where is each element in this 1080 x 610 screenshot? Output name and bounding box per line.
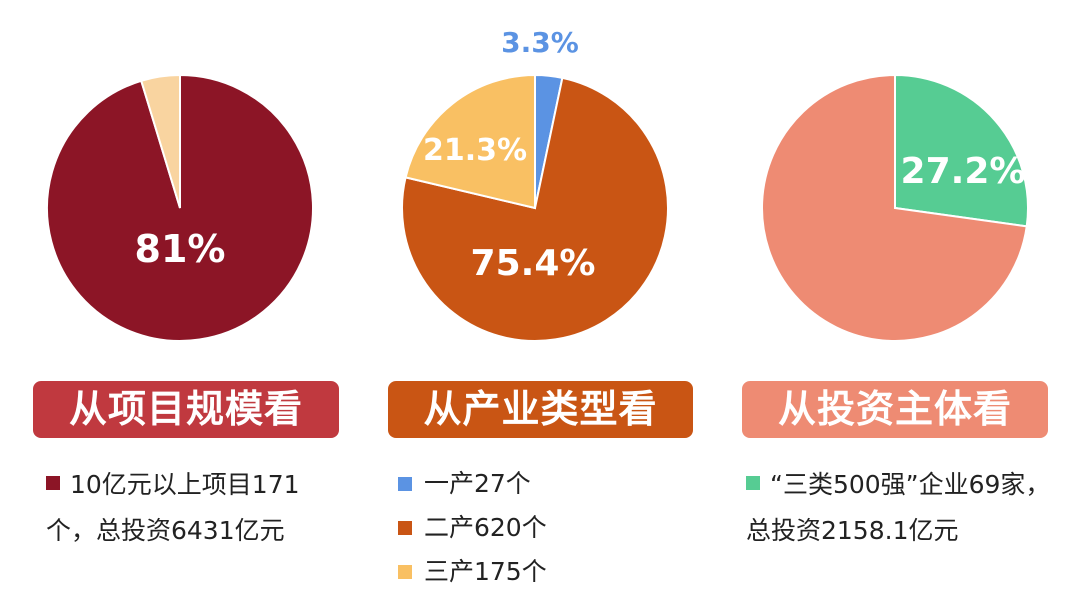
legend-swatch [746, 476, 760, 490]
legend-investor-type: “三类500强”企业69家，总投资2158.1亿元 [746, 462, 1066, 554]
chart-panel-industry-type: 3.3% 75.4% 21.3% 从产业类型看 一产27个 二产620个 三产175… [360, 0, 720, 610]
legend-swatch [398, 477, 412, 491]
pie-data-label: 21.3% [423, 133, 527, 168]
legend-text: 二产620个 [424, 513, 547, 542]
legend-text: 三产175个 [424, 557, 547, 586]
pie-slice [894, 73, 1029, 228]
chart-panel-project-scale: 81% 从项目规模看 10亿元以上项目171个，总投资6431亿元 [0, 0, 360, 610]
pie-slice [404, 73, 536, 210]
legend-industry-type: 一产27个 二产620个 三产175个 [398, 462, 547, 594]
chart-title-industry-type: 从产业类型看 [388, 381, 693, 438]
pie-data-label: 81% [135, 227, 226, 271]
chart-title-investor-type: 从投资主体看 [742, 381, 1048, 438]
chart-panel-investor-type: 27.2% 从投资主体看 “三类500强”企业69家，总投资2158.1亿元 [720, 0, 1080, 610]
pie-data-label: 3.3% [501, 26, 579, 59]
pie-chart-industry-type: 3.3% 75.4% 21.3% [401, 26, 669, 342]
pie-data-label: 75.4% [471, 243, 596, 284]
pie-chart-project-scale: 81% [46, 73, 314, 342]
pie-slice [139, 73, 181, 209]
legend-text-investor-type: “三类500强”企业69家，总投资2158.1亿元 [746, 470, 1051, 545]
legend-text: 一产27个 [424, 469, 531, 498]
pie-slice [401, 76, 669, 342]
pie-data-label: 27.2% [901, 151, 1026, 192]
pie-chart-investor-type: 27.2% [761, 73, 1029, 342]
legend-swatch [398, 521, 412, 535]
legend-swatch [46, 476, 60, 490]
legend-item-primary: 一产27个 [398, 462, 547, 506]
pie-slice [761, 73, 1028, 342]
legend-item-tertiary: 三产175个 [398, 550, 547, 594]
legend-swatch [398, 565, 412, 579]
legend-project-scale: 10亿元以上项目171个，总投资6431亿元 [46, 462, 346, 554]
legend-item-secondary: 二产620个 [398, 506, 547, 550]
chart-title-project-scale: 从项目规模看 [33, 381, 339, 438]
legend-text-project-scale: 10亿元以上项目171个，总投资6431亿元 [46, 470, 300, 545]
